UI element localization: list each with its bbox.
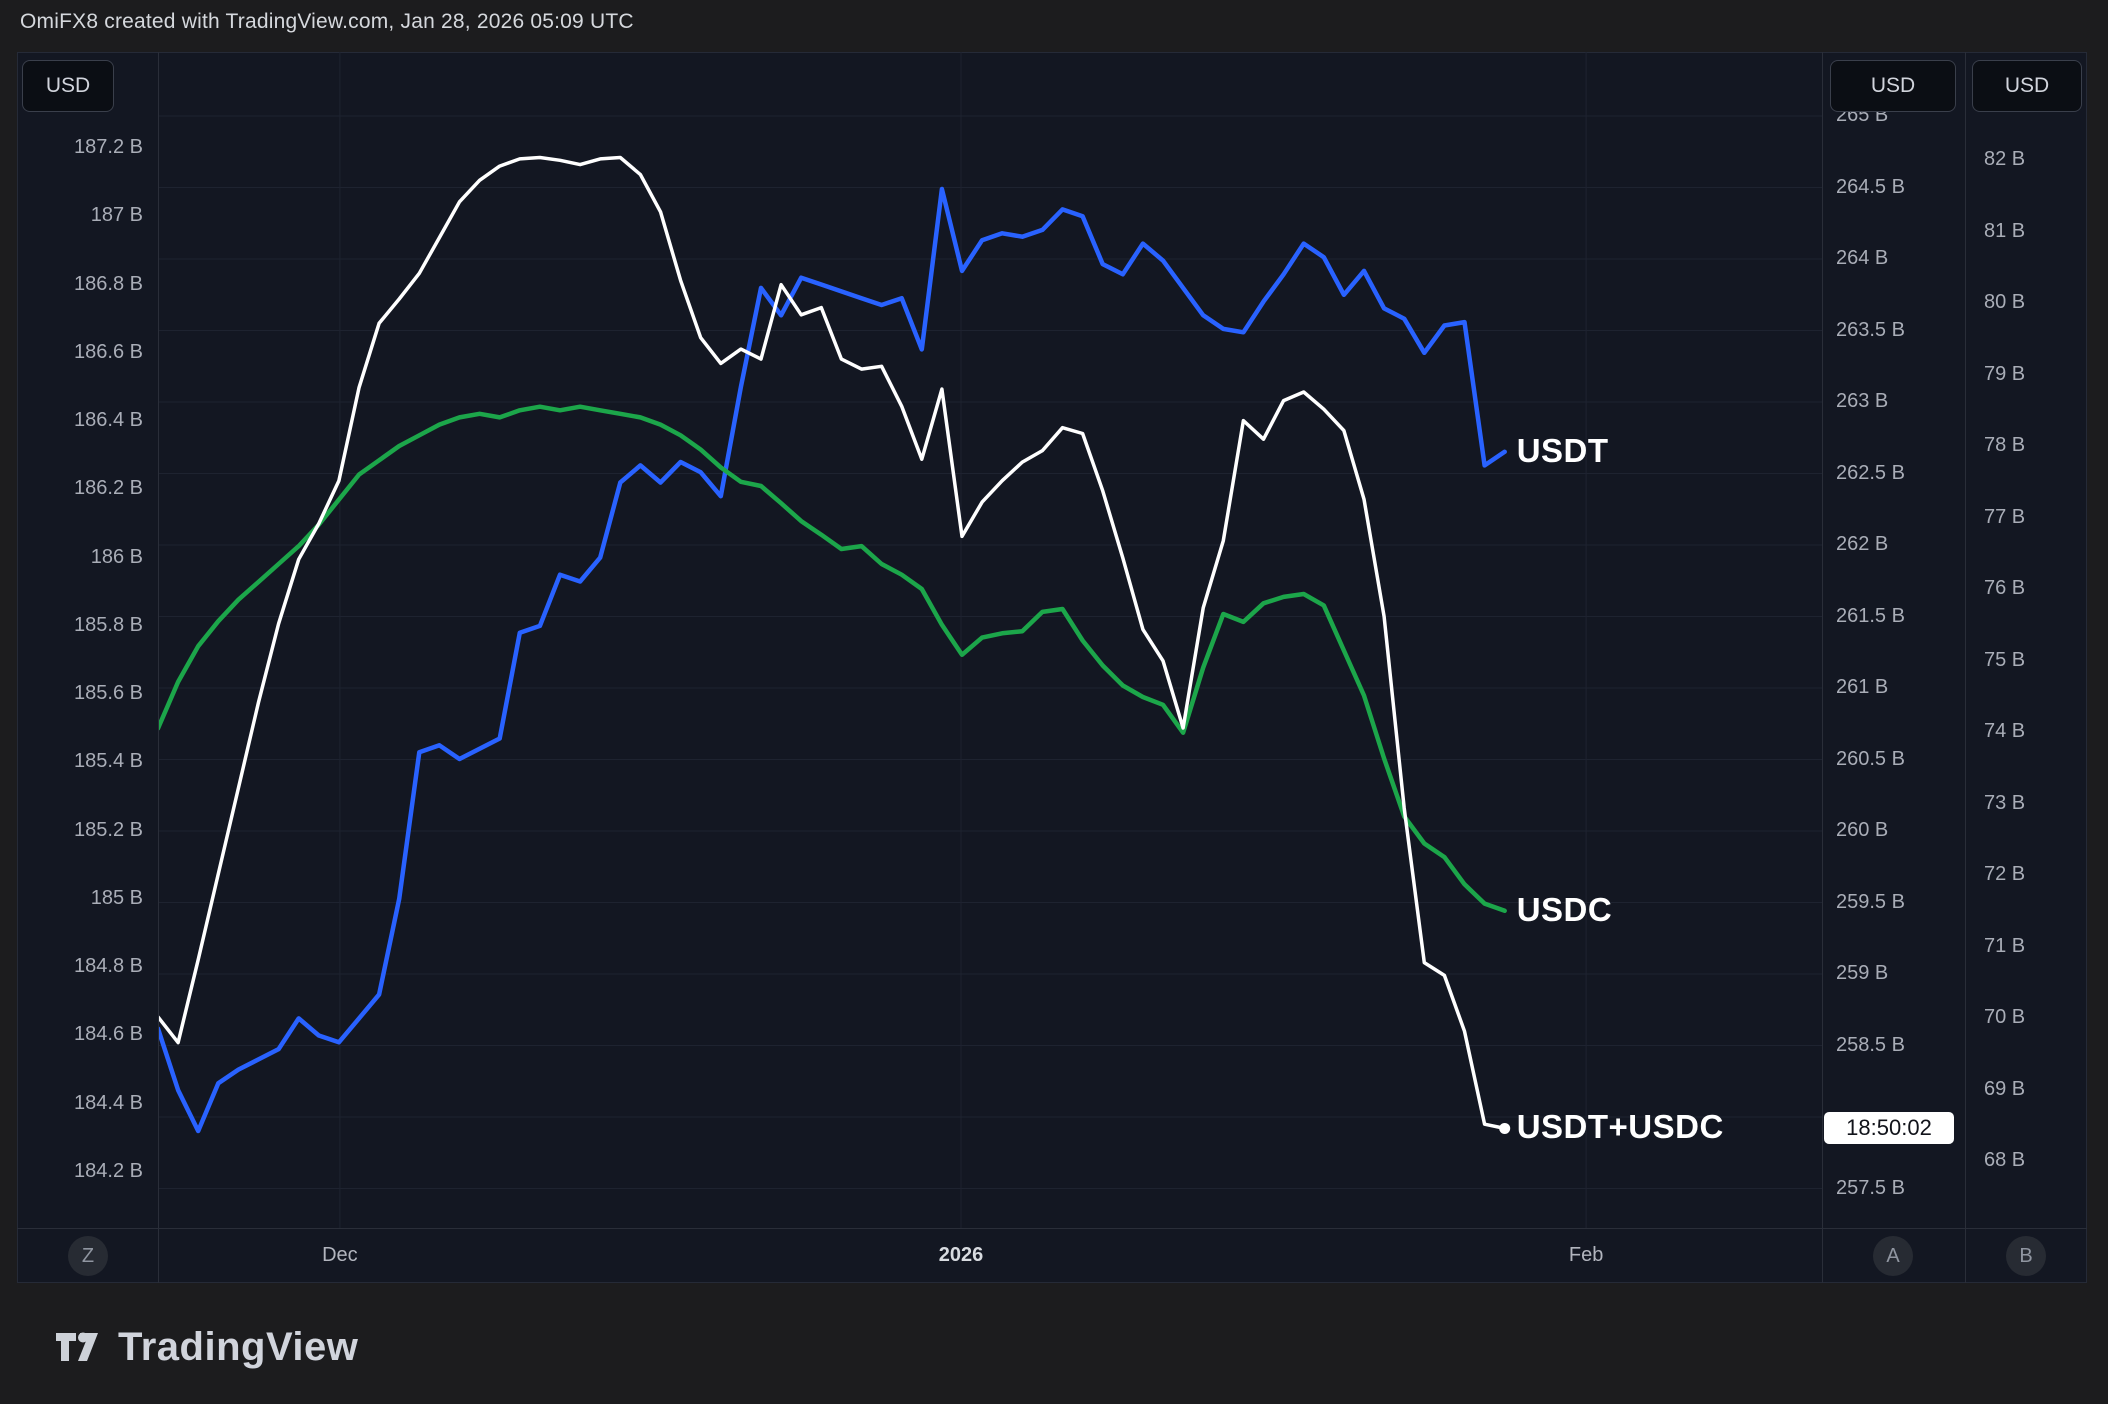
far-right-axis-currency-button[interactable]: USD [1972, 60, 2082, 112]
mid-right-axis-tick: 262 B [1836, 533, 1889, 555]
time-axis-tick: Dec [322, 1244, 358, 1266]
left-axis-tick: 184.6 B [74, 1023, 143, 1046]
left-axis-tick: 185.4 B [74, 750, 143, 773]
chart-attribution-title: OmiFX8 created with TradingView.com, Jan… [20, 10, 634, 33]
far-right-axis-tick: 80 B [1984, 291, 2026, 313]
far-right-axis-tick: 71 B [1984, 934, 2026, 957]
left-axis-tick: 185.6 B [74, 682, 143, 705]
left-axis-tick: 186.8 B [74, 272, 143, 295]
mid-right-axis-tick: 259.5 B [1836, 890, 1905, 913]
far-right-axis-tick: 77 B [1984, 505, 2026, 528]
left-axis-tick: 184.8 B [74, 955, 143, 978]
far-right-axis-tick: 79 B [1984, 362, 2026, 385]
far-right-axis-tick: 70 B [1984, 1006, 2026, 1028]
tradingview-logo-icon [56, 1332, 98, 1361]
far-right-axis-tick: 78 B [1984, 434, 2026, 456]
mid-right-axis-tick: 259 B [1836, 962, 1889, 984]
left-axis-tick: 185 B [90, 886, 143, 909]
left-axis-currency-button[interactable]: USD [22, 60, 114, 112]
tradingview-logo-text: TradingView [118, 1324, 359, 1369]
usdt-usdc-series-label: USDT+USDC [1516, 1108, 1724, 1146]
scale-button-a[interactable]: A [1873, 1236, 1913, 1276]
countdown-badge: 18:50:02 [1824, 1112, 1954, 1144]
tradingview-branding[interactable]: TradingView [52, 1322, 358, 1372]
mid-right-axis-tick: 264.5 B [1836, 175, 1905, 198]
mid-right-axis-currency-button[interactable]: USD [1830, 60, 1956, 112]
left-axis-tick: 186 B [90, 545, 143, 568]
time-axis-tick: 2026 [938, 1244, 984, 1266]
time-axis-tick: Feb [1568, 1244, 1604, 1266]
left-axis-tick: 185.2 B [74, 818, 143, 841]
far-right-axis-tick: 74 B [1984, 720, 2026, 742]
mid-right-axis-tick: 264 B [1836, 247, 1889, 269]
far-right-axis-tick: 73 B [1984, 791, 2026, 814]
mid-right-axis-tick: 261 B [1836, 676, 1889, 698]
timezone-button-z[interactable]: Z [68, 1236, 108, 1276]
mid-right-axis-tick: 257.5 B [1836, 1176, 1905, 1199]
far-right-axis-tick: 68 B [1984, 1149, 2026, 1171]
usdc-series-label: USDC [1516, 890, 1613, 928]
left-axis-tick: 184.4 B [74, 1091, 143, 1114]
left-axis-tick: 186.6 B [74, 340, 143, 363]
mid-right-axis-tick: 262.5 B [1836, 461, 1905, 484]
far-right-axis-tick: 75 B [1984, 648, 2026, 671]
mid-right-axis-tick: 258.5 B [1836, 1033, 1905, 1056]
mid-right-axis-tick: 260 B [1836, 819, 1889, 841]
mid-right-axis-tick: 263.5 B [1836, 318, 1905, 341]
far-right-axis-tick: 69 B [1984, 1077, 2026, 1100]
left-axis-tick: 186.4 B [74, 409, 143, 432]
time-axis-separator [17, 1228, 2087, 1229]
far-right-axis-tick: 81 B [1984, 219, 2026, 242]
mid-right-axis-separator [1822, 52, 1823, 1283]
far-right-axis-separator [1965, 52, 1966, 1283]
mid-right-axis-tick: 260.5 B [1836, 747, 1905, 770]
scale-button-b[interactable]: B [2006, 1236, 2046, 1276]
left-axis-tick: 185.8 B [74, 613, 143, 636]
far-right-axis-tick: 76 B [1984, 577, 2026, 599]
left-axis-tick: 186.2 B [74, 477, 143, 500]
far-right-axis-tick: 82 B [1984, 148, 2026, 170]
left-axis-tick: 184.2 B [74, 1159, 143, 1182]
left-axis-tick: 187.2 B [74, 136, 143, 158]
usdt-series-label: USDT [1516, 431, 1609, 469]
left-axis-tick: 187 B [90, 204, 143, 227]
far-right-axis-tick: 72 B [1984, 863, 2026, 885]
chart-panel[interactable] [17, 52, 2087, 1283]
mid-right-axis-tick: 261.5 B [1836, 604, 1905, 627]
left-axis-separator [158, 52, 159, 1283]
chart-plot-area[interactable] [158, 52, 1822, 1228]
mid-right-axis-tick: 263 B [1836, 390, 1889, 412]
